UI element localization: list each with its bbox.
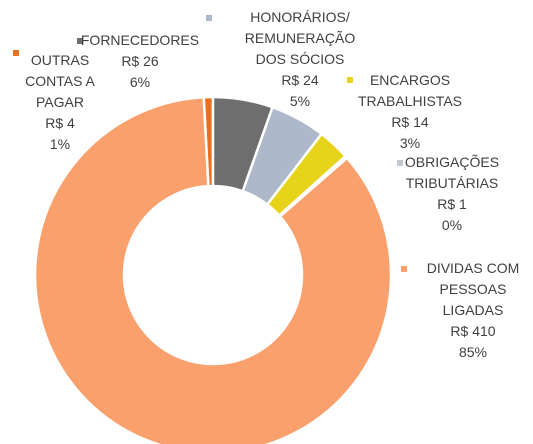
value-label: R$ 14	[391, 114, 429, 130]
legend-marker	[397, 160, 403, 166]
category-name: FORNECEDORES	[80, 32, 200, 48]
donut-slice	[33, 95, 393, 444]
percent-label: 5%	[289, 93, 311, 109]
value-label: R$ 4	[45, 115, 75, 131]
value-label: R$ 26	[121, 53, 159, 69]
value-label: R$ 410	[450, 323, 496, 339]
category-name: OBRIGAÇÕES TRIBUTÁRIAS	[404, 154, 500, 191]
data-label: OBRIGAÇÕES TRIBUTÁRIAS R$ 1 0%	[392, 152, 512, 236]
data-label: DIVIDAS COM PESSOAS LIGADAS R$ 410 85%	[408, 258, 533, 363]
category-name: ENCARGOS TRABALHISTAS	[358, 72, 462, 109]
legend-marker	[401, 266, 407, 272]
data-label: OUTRAS CONTAS A PAGAR R$ 4 1%	[20, 50, 100, 155]
value-label: R$ 24	[281, 72, 319, 88]
data-label: ENCARGOS TRABALHISTAS R$ 14 3%	[355, 70, 465, 154]
legend-marker	[77, 38, 83, 44]
value-label: R$ 1	[437, 196, 467, 212]
data-label: FORNECEDORES R$ 26 6%	[80, 30, 200, 93]
percent-label: 0%	[441, 217, 463, 233]
category-name: OUTRAS CONTAS A PAGAR	[25, 52, 95, 110]
category-name: DIVIDAS COM PESSOAS LIGADAS	[426, 260, 520, 318]
percent-label: 1%	[49, 136, 71, 152]
legend-marker	[347, 77, 353, 83]
legend-marker	[206, 15, 212, 21]
percent-label: 3%	[399, 135, 421, 151]
data-label: HONORÁRIOS/ REMUNERAÇÃO DOS SÓCIOS R$ 24 5…	[230, 7, 370, 112]
percent-label: 85%	[458, 344, 488, 360]
category-name: HONORÁRIOS/ REMUNERAÇÃO DOS SÓCIOS	[244, 9, 356, 67]
legend-marker	[13, 50, 19, 56]
percent-label: 6%	[129, 74, 151, 90]
